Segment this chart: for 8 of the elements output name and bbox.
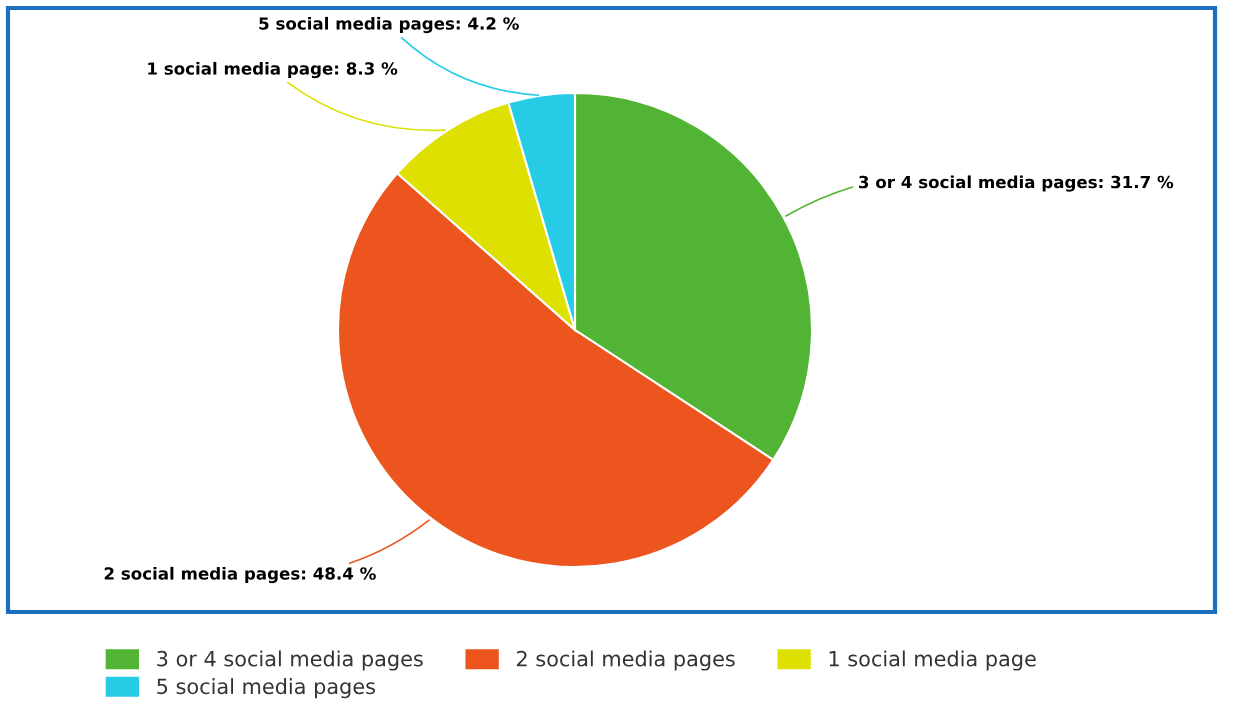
data-label: 5 social media pages: 4.2 % bbox=[259, 16, 519, 34]
legend-label: 2 social media pages bbox=[516, 650, 735, 671]
legend-label: 5 social media pages bbox=[157, 678, 375, 699]
data-label: 1 social media page: 8.3 % bbox=[148, 61, 398, 79]
legend-label: 3 or 4 social media pages bbox=[157, 650, 423, 671]
data-label: 2 social media pages: 48.4 % bbox=[104, 566, 376, 584]
legend-label: 1 social media page bbox=[829, 650, 1036, 671]
data-label: 3 or 4 social media pages: 31.7 % bbox=[859, 175, 1174, 192]
